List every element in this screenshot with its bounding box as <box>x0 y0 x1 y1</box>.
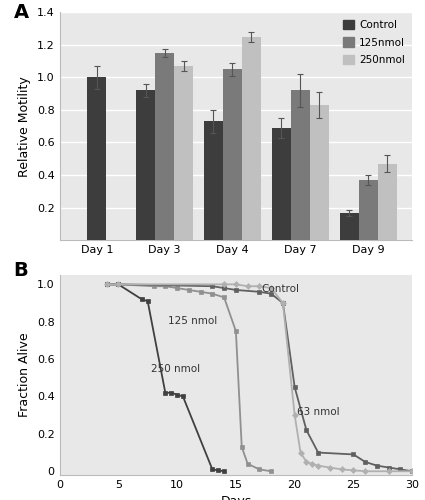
Bar <box>359 180 378 240</box>
Legend: Control, 125nmol, 250nmol: Control, 125nmol, 250nmol <box>341 18 407 67</box>
Bar <box>155 53 174 240</box>
Bar <box>242 37 261 240</box>
Bar <box>291 90 310 240</box>
Bar <box>223 70 242 240</box>
Bar <box>87 78 106 240</box>
Text: B: B <box>14 261 28 280</box>
Bar <box>272 128 291 240</box>
Y-axis label: Relative Motility: Relative Motility <box>18 76 31 176</box>
Bar <box>136 90 155 240</box>
Text: A: A <box>14 4 29 22</box>
Bar <box>174 66 193 240</box>
Bar <box>340 213 359 240</box>
Text: 125 nmol: 125 nmol <box>168 316 217 326</box>
Y-axis label: Fraction Alive: Fraction Alive <box>18 332 31 418</box>
Text: Control: Control <box>262 284 300 294</box>
Bar <box>204 122 223 240</box>
Text: 63 nmol: 63 nmol <box>297 407 340 417</box>
Bar <box>378 164 397 240</box>
X-axis label: Days: Days <box>220 496 252 500</box>
Bar <box>310 105 329 240</box>
Text: 250 nmol: 250 nmol <box>151 364 200 374</box>
